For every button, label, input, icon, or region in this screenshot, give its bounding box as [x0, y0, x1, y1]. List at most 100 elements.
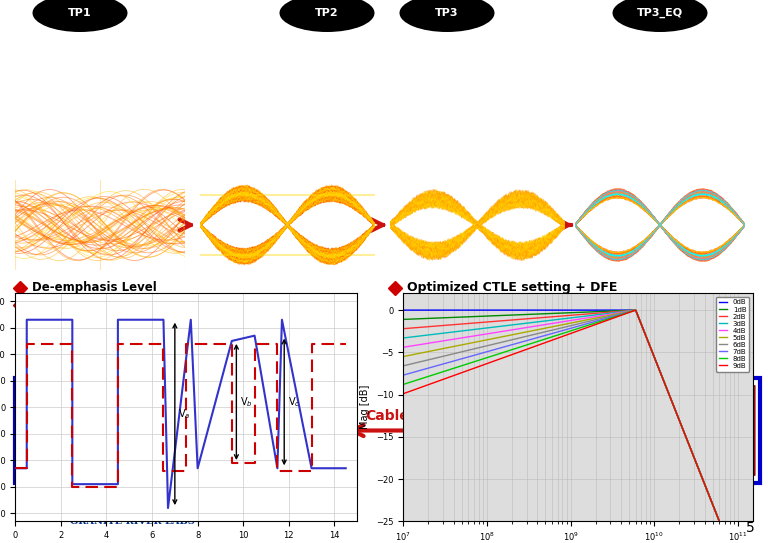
6dB	[461, 348, 470, 354]
0dB	[606, 307, 615, 313]
5dB	[631, 307, 641, 313]
9dB	[664, 389, 673, 396]
Text: Tx: Tx	[43, 424, 61, 438]
Text: Cable: Cable	[365, 408, 409, 422]
1dB	[606, 308, 615, 314]
7dB	[634, 314, 643, 320]
Bar	[465, 378, 760, 483]
5dB	[399, 353, 408, 360]
8dB	[558, 330, 567, 337]
Bar	[470, 383, 630, 478]
9dB	[558, 333, 567, 340]
9dB	[461, 368, 470, 375]
Text: V$_c$: V$_c$	[288, 395, 300, 409]
2dB	[606, 309, 615, 315]
9dB	[399, 390, 408, 397]
1dB	[461, 314, 470, 320]
Text: +: +	[84, 381, 96, 395]
Line: 3dB: 3dB	[403, 310, 755, 543]
Line: 9dB: 9dB	[403, 310, 755, 543]
Text: -: -	[88, 468, 92, 482]
8dB	[461, 361, 470, 368]
2dB	[399, 325, 408, 332]
Text: TP2: TP2	[315, 8, 339, 18]
3dB	[631, 307, 641, 313]
6dB	[606, 313, 615, 319]
Ellipse shape	[399, 0, 495, 32]
7dB	[461, 355, 470, 361]
6dB	[399, 363, 408, 369]
Bar	[310, 373, 345, 488]
Text: Optimized CTLE setting + DFE: Optimized CTLE setting + DFE	[407, 281, 617, 294]
Text: Pre-Shoot: Pre-Shoot	[32, 299, 98, 312]
2dB	[489, 318, 498, 325]
8dB	[399, 381, 408, 388]
Text: TP1: TP1	[68, 8, 92, 18]
Line: 6dB: 6dB	[403, 310, 755, 543]
0dB	[558, 307, 567, 313]
5dB	[664, 389, 673, 396]
Text: TP3_EQ: TP3_EQ	[637, 8, 683, 18]
0dB	[399, 307, 408, 313]
Text: -: -	[637, 468, 643, 482]
Polygon shape	[675, 386, 755, 476]
1dB	[489, 313, 498, 319]
2dB	[631, 307, 641, 313]
3dB	[558, 315, 567, 322]
3dB	[606, 310, 615, 317]
7dB	[399, 372, 408, 378]
Text: +: +	[634, 381, 646, 395]
2dB	[558, 313, 567, 319]
8dB	[664, 389, 673, 396]
5dB	[634, 314, 643, 320]
4dB	[631, 307, 641, 313]
Bar	[15, 378, 310, 483]
6dB	[634, 314, 643, 320]
Line: 8dB: 8dB	[403, 310, 755, 543]
Line: 4dB: 4dB	[403, 310, 755, 543]
7dB	[558, 327, 567, 334]
9dB	[634, 314, 643, 320]
Text: EQ: EQ	[535, 421, 565, 440]
Line: 0dB: 0dB	[403, 310, 755, 543]
Line: 5dB: 5dB	[403, 310, 755, 543]
5dB	[461, 341, 470, 348]
9dB	[606, 316, 615, 323]
3dB	[489, 324, 498, 330]
8dB	[489, 352, 498, 359]
7dB	[489, 346, 498, 353]
Text: GRANITE RIVER LABS: GRANITE RIVER LABS	[70, 516, 195, 526]
1dB	[399, 316, 408, 323]
3dB	[634, 314, 643, 320]
Bar	[135, 383, 295, 478]
Text: Rx: Rx	[717, 424, 737, 438]
4dB	[606, 311, 615, 318]
1dB	[558, 310, 567, 317]
4dB	[558, 319, 567, 325]
9dB	[631, 307, 641, 313]
Text: De-emphasis Level: De-emphasis Level	[32, 281, 157, 294]
4dB	[461, 334, 470, 340]
4dB	[489, 330, 498, 336]
6dB	[631, 307, 641, 313]
Ellipse shape	[280, 0, 375, 32]
Bar	[430, 373, 465, 488]
8dB	[634, 314, 643, 320]
3dB	[664, 389, 673, 396]
7dB	[664, 389, 673, 396]
2dB	[664, 389, 673, 396]
0dB	[634, 312, 643, 319]
0dB	[461, 307, 470, 313]
Line: 1dB: 1dB	[403, 310, 755, 543]
3dB	[461, 327, 470, 334]
6dB	[664, 389, 673, 396]
3dB	[399, 334, 408, 341]
4dB	[634, 314, 643, 320]
Text: Connector: Connector	[442, 408, 452, 453]
Line: 7dB: 7dB	[403, 310, 755, 543]
8dB	[606, 315, 615, 321]
7dB	[631, 307, 641, 313]
Text: Connector: Connector	[323, 408, 332, 453]
5dB	[489, 335, 498, 342]
Text: 5: 5	[746, 521, 755, 535]
